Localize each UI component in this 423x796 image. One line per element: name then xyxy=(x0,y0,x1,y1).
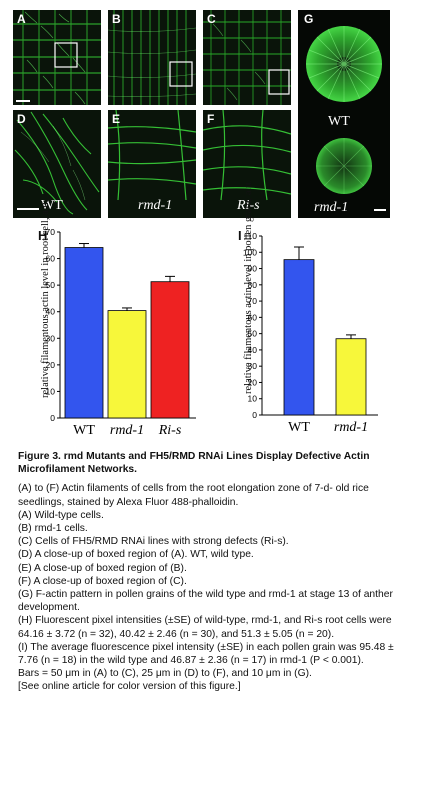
chart-i: 0 10 20 30 40 50 60 70 80 90 100 110 WT rmd-1 xyxy=(243,231,378,435)
scale-bar xyxy=(17,208,39,210)
root-cells-ris-image xyxy=(203,10,291,105)
caption-title: Figure 3. rmd Mutants and FH5/RMD RNAi L… xyxy=(18,451,370,476)
panel-f-label: F xyxy=(207,112,215,126)
x-tick-label: WT xyxy=(288,420,310,435)
y-tick-label: 50 xyxy=(248,329,258,339)
panel-e-label: E xyxy=(112,112,121,126)
caption-line: (D) A close-up of boxed region of (A). W… xyxy=(18,549,254,561)
panel-d: D WT xyxy=(13,110,101,218)
caption-line: (H) Fluorescent pixel intensities (±SE) … xyxy=(18,615,392,640)
x-tick-label: WT xyxy=(73,423,95,438)
panel-f: F Ri-s xyxy=(203,110,291,218)
y-tick-label: 70 xyxy=(46,227,56,237)
caption-line: (C) Cells of FH5/RMD RNAi lines with str… xyxy=(18,536,289,548)
bar-Ri-s xyxy=(150,281,190,419)
panel-c: C xyxy=(203,10,291,105)
panel-g-label: G xyxy=(304,12,314,26)
bar-WT xyxy=(64,247,104,419)
bar-rmd-1 xyxy=(107,310,147,419)
bar-WT xyxy=(283,259,315,416)
panel-e: E rmd-1 xyxy=(108,110,196,218)
panel-b-label: B xyxy=(112,12,121,26)
y-tick-label: 0 xyxy=(50,413,55,423)
y-tick-label: 110 xyxy=(243,231,257,241)
caption-line: Bars = 50 μm in (A) to (C), 25 μm in (D)… xyxy=(18,668,312,680)
y-tick-label: 0 xyxy=(252,410,257,420)
caption-line: (G) F-actin pattern in pollen grains of … xyxy=(18,589,393,614)
caption-line: (I) The average fluorescence pixel inten… xyxy=(18,641,394,667)
bar-rmd-1 xyxy=(335,338,367,416)
chart-h-label: H xyxy=(38,228,48,243)
chart-i-label: I xyxy=(238,228,242,243)
chart-h: 0 10 20 30 40 50 60 70 WT rmd-1 Ri-s xyxy=(46,227,196,438)
y-tick-label: 70 xyxy=(248,296,258,306)
panel-g-rmd1-caption: rmd-1 xyxy=(314,200,349,215)
y-tick-label: 80 xyxy=(248,280,258,290)
panel-b: B xyxy=(108,10,196,105)
caption-line: (B) rmd-1 cells. xyxy=(18,523,88,535)
panel-a-label: A xyxy=(17,12,26,26)
closeup-ris-image xyxy=(203,110,291,201)
closeup-wt-image xyxy=(14,111,100,215)
y-tick-label: 100 xyxy=(243,247,257,257)
closeup-rmd1-image xyxy=(108,110,196,201)
panel-g-wt-caption: WT xyxy=(328,114,350,129)
caption-line: (E) A close-up of boxed region of (B). xyxy=(18,562,187,574)
panel-d-label: D xyxy=(17,112,26,126)
x-tick-label: rmd-1 xyxy=(110,423,144,438)
panel-e-caption: rmd-1 xyxy=(138,198,173,213)
root-cells-wt-image xyxy=(13,10,101,105)
y-tick-label: 50 xyxy=(46,280,56,290)
caption-line: (A) to (F) Actin filaments of cells from… xyxy=(18,483,369,508)
x-tick-label: Ri-s xyxy=(158,423,182,438)
panel-c-label: C xyxy=(207,12,216,26)
y-tick-label: 30 xyxy=(248,361,258,371)
caption-line: (F) A close-up of boxed region of (C). xyxy=(18,575,187,587)
y-tick-label: 90 xyxy=(248,264,258,274)
figure-caption: Figure 3. rmd Mutants and FH5/RMD RNAi L… xyxy=(18,450,413,694)
panel-f-caption: Ri-s xyxy=(237,198,260,213)
root-cells-rmd1-image xyxy=(108,10,196,105)
y-tick-label: 30 xyxy=(46,333,56,343)
caption-line: [See online article for color version of… xyxy=(18,681,241,693)
pollen-grains-image xyxy=(306,26,386,211)
y-tick-label: 10 xyxy=(46,386,56,396)
x-tick-label: rmd-1 xyxy=(334,420,368,435)
panel-d-caption: WT xyxy=(41,198,63,213)
y-tick-label: 10 xyxy=(248,394,258,404)
caption-line: (A) Wild-type cells. xyxy=(18,509,104,521)
y-tick-label: 20 xyxy=(46,360,56,370)
panel-g: G WT rmd-1 xyxy=(298,10,390,218)
y-tick-label: 40 xyxy=(46,307,56,317)
y-tick-label: 60 xyxy=(248,312,258,322)
panel-a: A xyxy=(13,10,101,105)
y-tick-label: 60 xyxy=(46,254,56,264)
y-tick-label: 20 xyxy=(248,377,258,387)
y-tick-label: 40 xyxy=(248,345,258,355)
